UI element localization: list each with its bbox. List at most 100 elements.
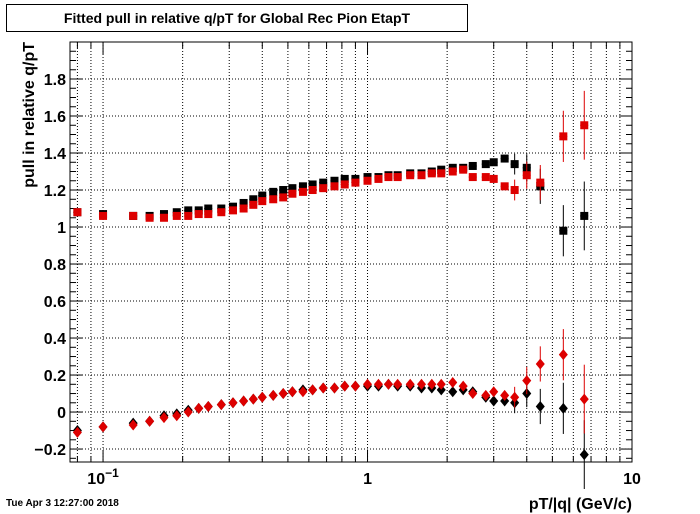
data-point (558, 349, 568, 361)
data-point (239, 395, 249, 407)
data-point (329, 382, 339, 394)
data-point (145, 213, 154, 222)
data-point (308, 180, 317, 189)
data-point (500, 395, 510, 407)
data-point (535, 400, 545, 412)
data-point (522, 375, 532, 387)
chart-title: Fitted pull in relative q/pT for Global … (6, 4, 468, 32)
data-point (228, 397, 238, 409)
data-point (249, 200, 258, 209)
data-point (145, 415, 155, 427)
data-point (298, 187, 307, 196)
y-tick-label: 0.4 (44, 331, 66, 348)
data-point (580, 121, 589, 130)
data-point (417, 171, 426, 180)
x-tick-label: 10−1 (87, 466, 119, 488)
data-point (448, 376, 458, 388)
y-tick-labels: −0.2 0 0.2 0.4 0.6 0.8 1 1.2 1.4 1.6 1.8 (34, 72, 66, 459)
data-point (510, 186, 519, 195)
data-point (536, 178, 545, 187)
data-point (406, 171, 415, 180)
data-point (374, 174, 383, 183)
axis-ticks (70, 42, 633, 462)
data-point (269, 195, 278, 204)
data-point (510, 160, 519, 169)
data-point (489, 174, 498, 183)
data-point (350, 380, 360, 392)
data-point (535, 358, 545, 370)
data-point (405, 378, 415, 390)
plot-frame (69, 41, 633, 463)
data-point (159, 412, 169, 424)
data-marks (72, 90, 589, 489)
data-point (459, 165, 468, 174)
y-tick-label: 0 (57, 405, 66, 422)
data-point (172, 410, 182, 422)
data-point (204, 204, 213, 213)
data-point (448, 167, 457, 176)
data-point (500, 154, 509, 163)
data-point (288, 189, 297, 198)
data-point (458, 380, 468, 392)
y-tick-label: −0.2 (34, 442, 66, 459)
x-tick-label: 1 (363, 471, 372, 488)
data-point (351, 178, 360, 187)
x-tick-label: 10 (623, 471, 641, 488)
data-point (217, 208, 226, 217)
data-point (393, 173, 402, 182)
data-point (216, 399, 226, 411)
data-point (481, 389, 491, 401)
data-point (249, 195, 258, 204)
data-point (288, 184, 297, 193)
data-point (239, 198, 248, 207)
y-tick-label: 1.8 (44, 72, 66, 89)
data-point (437, 169, 446, 178)
data-point (468, 388, 478, 400)
data-point (257, 391, 267, 403)
y-tick-label: 0.6 (44, 294, 66, 311)
data-point (228, 206, 237, 215)
data-point (522, 171, 531, 180)
data-point (287, 386, 297, 398)
series-2 (72, 378, 589, 489)
data-point (194, 210, 203, 219)
data-point (204, 210, 213, 219)
data-point (278, 388, 288, 400)
data-point (194, 402, 204, 414)
data-point (363, 378, 373, 390)
data-point (468, 161, 477, 170)
data-point (159, 213, 168, 222)
data-point (393, 378, 403, 390)
data-point (558, 402, 568, 414)
data-point (128, 419, 138, 431)
data-point (184, 206, 193, 215)
data-point (330, 176, 339, 185)
data-point (500, 389, 510, 401)
data-point (427, 169, 436, 178)
data-point (489, 386, 499, 398)
data-point (298, 386, 308, 398)
data-point (383, 378, 393, 390)
data-point (436, 384, 446, 396)
y-tick-label: 0.8 (44, 257, 66, 274)
data-point (184, 211, 193, 220)
y-tick-label: 0.2 (44, 368, 66, 385)
data-point (340, 180, 349, 189)
data-point (308, 384, 318, 396)
data-point (239, 204, 248, 213)
data-point (500, 182, 509, 191)
data-point (448, 386, 458, 398)
data-point (268, 389, 278, 401)
data-point (72, 426, 82, 438)
data-point (481, 160, 490, 169)
data-point (279, 193, 288, 202)
data-point (481, 173, 490, 182)
series-1 (73, 90, 589, 222)
data-point (363, 176, 372, 185)
data-point (308, 186, 317, 195)
data-point (258, 197, 267, 206)
data-point (579, 449, 589, 461)
data-point (258, 191, 267, 200)
data-point (510, 391, 520, 403)
